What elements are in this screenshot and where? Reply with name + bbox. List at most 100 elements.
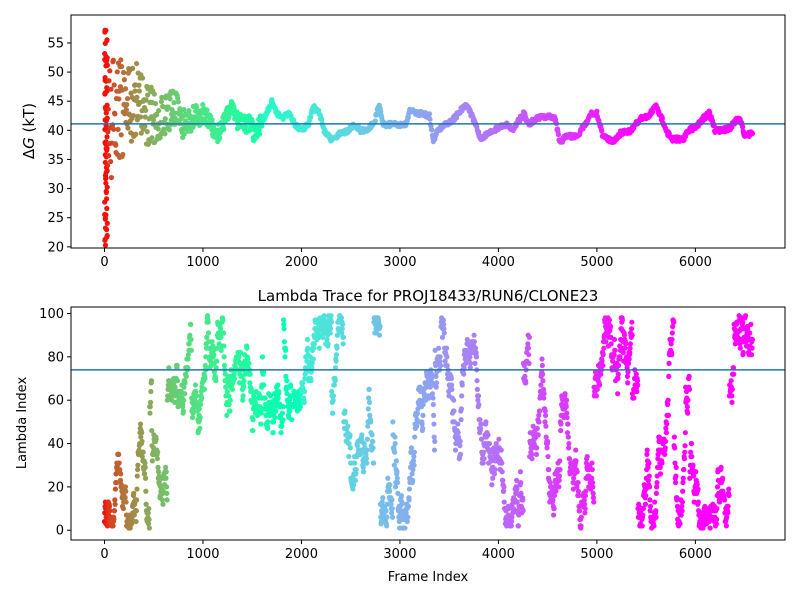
lambda-point — [540, 371, 546, 377]
lambda-point — [340, 334, 347, 340]
lambda-point — [592, 369, 599, 375]
lambda-point — [213, 365, 219, 371]
lambda-point — [725, 510, 731, 516]
lambda-point — [576, 508, 583, 514]
delta-g-point — [154, 112, 160, 118]
lambda-point — [116, 460, 122, 466]
x-tick-label: 3000 — [383, 255, 416, 270]
lambda-point — [671, 434, 678, 440]
lambda-point — [541, 391, 547, 397]
lambda-point — [120, 505, 126, 512]
lambda-point — [428, 375, 435, 382]
lambda-point — [265, 419, 271, 425]
lambda-point — [644, 447, 650, 453]
delta-g-y-axis-label: ΔG (kT) — [20, 103, 38, 159]
lambda-point — [281, 321, 287, 327]
lambda-point — [655, 451, 661, 457]
delta-g-point — [104, 184, 110, 190]
lambda-point — [147, 399, 154, 405]
lambda-point — [227, 408, 233, 414]
lambda-point — [122, 495, 128, 501]
lambda-point — [261, 382, 267, 388]
lambda-point — [635, 382, 641, 388]
x-tick-label: 5000 — [580, 255, 613, 270]
lambda-point — [342, 419, 349, 425]
lambda-point — [674, 503, 680, 510]
lambda-point — [629, 319, 635, 325]
lambda-point — [539, 356, 545, 362]
lambda-point — [399, 499, 405, 505]
lambda-point — [210, 343, 216, 349]
lambda-point — [183, 373, 189, 379]
lambda-point — [270, 419, 277, 425]
lambda-point — [526, 334, 532, 340]
lambda-point — [408, 445, 415, 451]
lambda-point — [654, 479, 660, 486]
lambda-point — [578, 523, 584, 529]
lambda-point — [365, 423, 371, 429]
lambda-point — [190, 408, 197, 414]
delta-g-point — [104, 134, 110, 140]
lambda-point — [392, 434, 398, 440]
delta-g-point — [186, 108, 192, 114]
lambda-point — [388, 501, 394, 507]
lambda-point — [246, 360, 252, 366]
lambda-point — [160, 501, 166, 507]
delta-g-point — [143, 97, 149, 103]
lambda-point — [227, 397, 233, 403]
lambda-point — [430, 401, 436, 408]
lambda-point — [688, 440, 695, 447]
lambda-point — [129, 516, 135, 523]
delta-g-y-axis-label-symbol: Δ — [20, 148, 38, 159]
lambda-point — [589, 466, 595, 473]
lambda-point — [414, 410, 420, 416]
lambda-point — [278, 430, 284, 436]
lambda-point — [537, 408, 543, 414]
delta-g-point — [193, 104, 200, 111]
delta-g-point — [372, 118, 378, 124]
lambda-point — [582, 492, 589, 499]
lambda-point — [134, 473, 140, 479]
lambda-point — [218, 334, 224, 340]
lambda-point — [680, 479, 686, 486]
lambda-point — [302, 375, 308, 382]
lambda-point — [589, 460, 595, 466]
lambda-point — [494, 449, 500, 455]
lambda-point — [204, 313, 211, 319]
lambda-point — [282, 347, 289, 353]
lambda-point — [602, 319, 608, 325]
lambda-point — [628, 326, 635, 332]
lambda-point — [371, 460, 377, 466]
lambda-point — [392, 484, 399, 490]
lambda-point — [384, 523, 390, 529]
lambda-point — [461, 365, 467, 371]
y-tick-label: 50 — [47, 66, 64, 81]
lambda-point — [186, 341, 192, 347]
lambda-point — [365, 406, 371, 412]
delta-g-point — [120, 69, 127, 76]
lambda-point — [608, 341, 614, 347]
lambda-point — [718, 464, 724, 470]
lambda-point — [174, 378, 181, 384]
lambda-point — [394, 479, 401, 486]
lambda-point — [188, 347, 194, 353]
lambda-point — [737, 345, 743, 351]
lambda-point — [729, 399, 735, 405]
lambda-point — [729, 386, 735, 392]
lambda-point — [521, 362, 527, 369]
lambda-point — [193, 388, 199, 395]
lambda-point — [321, 313, 327, 319]
lambda-point — [134, 486, 140, 492]
lambda-point — [262, 395, 268, 401]
lambda-point — [406, 497, 412, 503]
lambda-point — [143, 488, 149, 494]
lambda-point — [419, 421, 425, 427]
delta-g-point — [161, 126, 167, 132]
lambda-point — [289, 417, 295, 423]
lambda-point — [459, 382, 465, 388]
delta-g-point — [166, 127, 172, 133]
lambda-point — [643, 492, 649, 499]
lambda-point — [458, 417, 464, 423]
delta-g-point — [426, 111, 433, 117]
delta-g-point — [103, 110, 109, 116]
